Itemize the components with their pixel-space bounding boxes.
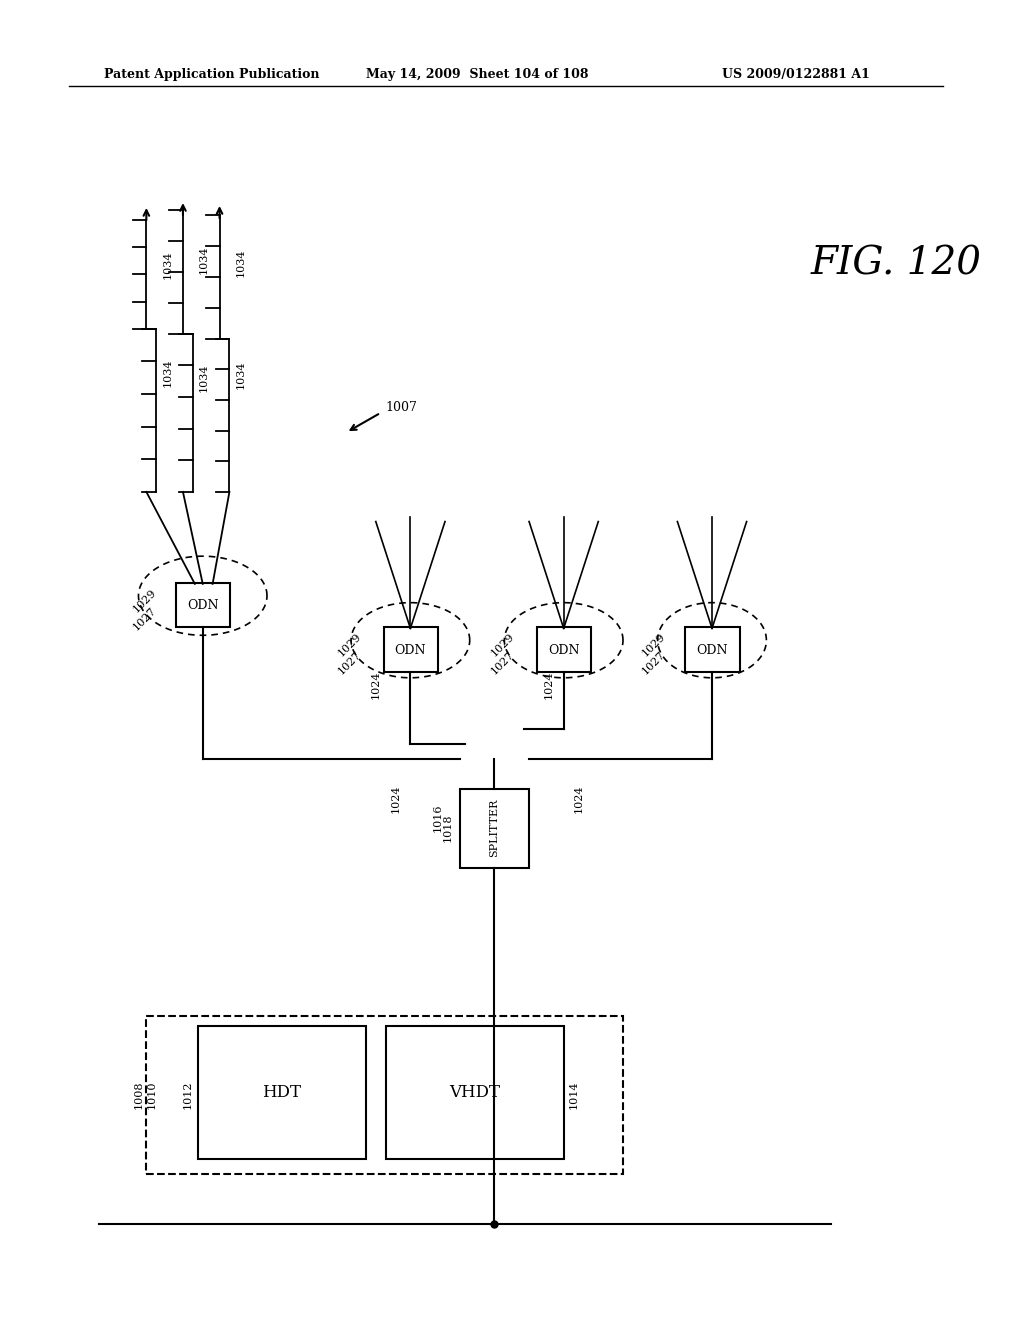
FancyBboxPatch shape bbox=[176, 583, 230, 627]
Text: 1024: 1024 bbox=[371, 671, 381, 700]
Text: ODN: ODN bbox=[696, 644, 728, 656]
Text: ODN: ODN bbox=[394, 644, 426, 656]
Text: FIG. 120: FIG. 120 bbox=[811, 246, 982, 282]
Text: ODN: ODN bbox=[548, 644, 580, 656]
Text: US 2009/0122881 A1: US 2009/0122881 A1 bbox=[722, 69, 869, 81]
Text: 1027: 1027 bbox=[640, 649, 668, 677]
FancyBboxPatch shape bbox=[537, 627, 592, 672]
Text: 1027: 1027 bbox=[131, 605, 159, 632]
Text: 1029: 1029 bbox=[131, 587, 159, 614]
Text: 1027: 1027 bbox=[336, 649, 362, 677]
Text: 1024: 1024 bbox=[544, 671, 554, 700]
Text: ODN: ODN bbox=[187, 599, 218, 612]
Text: May 14, 2009  Sheet 104 of 108: May 14, 2009 Sheet 104 of 108 bbox=[366, 69, 589, 81]
Text: 1034: 1034 bbox=[236, 248, 246, 277]
Text: 1034: 1034 bbox=[162, 251, 172, 279]
FancyBboxPatch shape bbox=[386, 1026, 563, 1159]
Text: 1014: 1014 bbox=[568, 1081, 579, 1109]
Text: 1029: 1029 bbox=[640, 631, 668, 659]
Text: 1029: 1029 bbox=[336, 631, 362, 659]
Text: 1034: 1034 bbox=[199, 364, 209, 392]
FancyBboxPatch shape bbox=[198, 1026, 366, 1159]
Text: 1029: 1029 bbox=[489, 631, 516, 659]
Text: 1034: 1034 bbox=[236, 360, 246, 389]
Text: 1034: 1034 bbox=[162, 359, 172, 388]
Text: 1027: 1027 bbox=[489, 649, 516, 677]
Text: 1008: 1008 bbox=[133, 1081, 143, 1109]
FancyBboxPatch shape bbox=[146, 1016, 623, 1175]
Text: 1010: 1010 bbox=[146, 1081, 157, 1109]
FancyBboxPatch shape bbox=[384, 627, 438, 672]
Text: VHDT: VHDT bbox=[450, 1084, 500, 1101]
FancyBboxPatch shape bbox=[685, 627, 739, 672]
Text: 1018: 1018 bbox=[443, 814, 453, 842]
Text: HDT: HDT bbox=[262, 1084, 301, 1101]
Text: 1034: 1034 bbox=[199, 246, 209, 273]
Text: Patent Application Publication: Patent Application Publication bbox=[103, 69, 319, 81]
Text: SPLITTER: SPLITTER bbox=[489, 799, 500, 857]
Text: 1024: 1024 bbox=[390, 784, 400, 813]
Text: 1016: 1016 bbox=[433, 804, 443, 833]
Text: 1007: 1007 bbox=[386, 401, 418, 414]
Text: 1012: 1012 bbox=[183, 1081, 193, 1109]
FancyBboxPatch shape bbox=[460, 788, 529, 867]
Text: 1024: 1024 bbox=[573, 784, 584, 813]
